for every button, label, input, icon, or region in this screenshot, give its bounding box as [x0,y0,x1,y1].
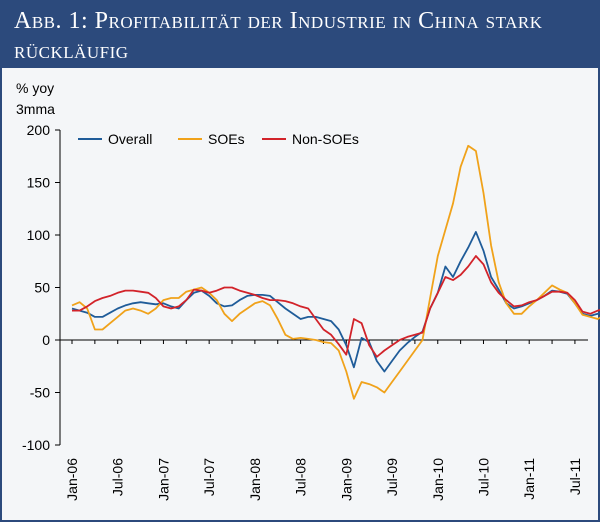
y-tick-label: 100 [27,227,51,243]
x-tick-label: Jan-11 [521,458,537,500]
x-tick-label: Jan-08 [247,458,263,501]
series-line-soes [71,144,600,400]
legend: Overall SOEs Non-SOEs [78,131,359,147]
y-tick-label: 50 [34,280,50,296]
y-axis-label-unit: % yoy [16,80,55,96]
x-tick-label: Jul-07 [201,458,217,496]
chart-title: Abb. 1: Profitabilität der Industrie in … [14,8,543,64]
y-tick-label: 0 [42,332,50,348]
series-line-overall [71,230,600,373]
x-tick-label: Jan-06 [64,458,80,501]
y-tick-label: 200 [27,122,51,138]
x-tick-label: Jan-09 [338,458,354,501]
legend-label-soes: SOEs [208,131,245,147]
header-banner: Abb. 1: Profitabilität der Industrie in … [2,2,598,68]
x-tick-label: Jul-08 [293,458,309,496]
y-tick-label: 150 [27,175,51,191]
series-line-non-soes [72,255,600,358]
x-tick-label: Jul-11 [567,458,583,495]
x-tick-label: Jul-09 [384,458,400,496]
axes: 200 150 100 50 0 -50 -100 Jan-06 Jul-06 Jan-07 Jul… [22,122,588,501]
y-tick-label: -50 [30,385,50,401]
x-tick-label: Jan-07 [155,458,171,501]
legend-label-non-soes: Non-SOEs [292,131,359,147]
y-tick-label: -100 [22,437,50,453]
y-axis-label-average: 3mma [16,101,55,117]
x-tick-label: Jul-06 [110,458,126,496]
legend-label-overall: Overall [108,131,152,147]
series-layer [71,144,600,400]
x-tick-label: Jul-10 [475,458,491,496]
x-tick-label: Jan-10 [430,458,446,501]
